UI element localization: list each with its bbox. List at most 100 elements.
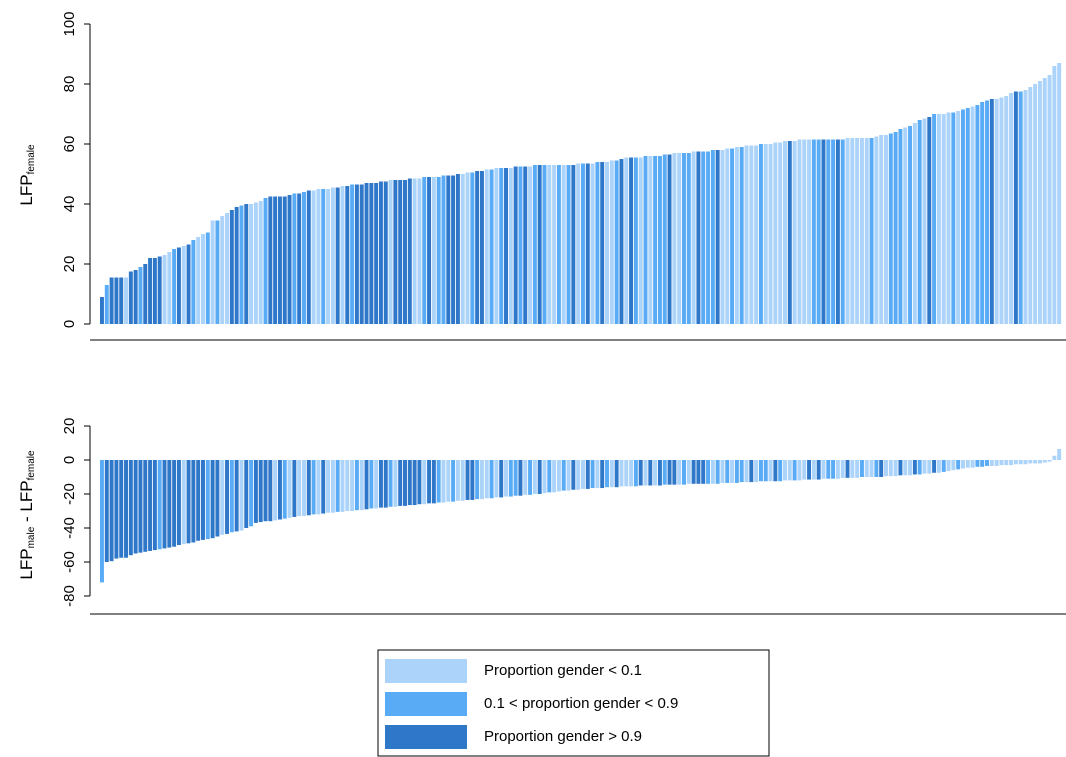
bar	[427, 177, 432, 324]
bar	[287, 195, 292, 324]
bar	[624, 460, 629, 487]
bar	[585, 163, 590, 324]
bar	[239, 205, 244, 324]
bar	[605, 460, 609, 488]
bar	[537, 460, 542, 494]
bar	[552, 460, 557, 493]
bar	[965, 108, 970, 324]
bar	[893, 132, 898, 324]
bar	[148, 460, 153, 551]
bar	[220, 460, 225, 535]
bar	[662, 154, 667, 324]
bar	[225, 213, 230, 324]
bar	[850, 138, 855, 324]
bar	[989, 99, 994, 324]
bar	[831, 460, 836, 479]
bar	[143, 264, 148, 324]
bar	[345, 460, 350, 511]
bar	[167, 460, 172, 548]
bar	[412, 178, 417, 324]
bar	[884, 135, 888, 324]
bar	[638, 157, 643, 324]
y-tick-label: -40	[61, 517, 78, 539]
bar	[460, 460, 465, 501]
bar	[196, 237, 201, 324]
bar	[1057, 448, 1062, 460]
bar	[672, 460, 677, 485]
y-axis-label-part: - LFP	[17, 480, 36, 526]
bar	[321, 460, 326, 514]
bar	[633, 460, 638, 487]
bar	[566, 165, 571, 324]
bar	[864, 460, 869, 477]
bar	[239, 460, 244, 531]
bar	[855, 138, 860, 324]
bar	[350, 460, 355, 511]
bar	[864, 138, 869, 324]
bar	[431, 460, 436, 504]
bar	[840, 460, 845, 478]
bar	[253, 202, 258, 324]
bar	[706, 151, 711, 324]
bar	[754, 460, 759, 483]
bar	[576, 460, 581, 490]
bar	[888, 133, 893, 324]
bar	[614, 460, 619, 488]
bar	[787, 460, 792, 481]
bar	[710, 150, 715, 324]
bar	[686, 153, 691, 324]
bar	[773, 460, 778, 482]
bar	[297, 460, 302, 517]
bar	[643, 460, 648, 486]
bar	[638, 460, 643, 486]
bar	[133, 270, 138, 324]
bar	[282, 460, 287, 519]
bar	[287, 460, 292, 518]
bar	[345, 186, 350, 324]
bar	[657, 156, 662, 324]
bar	[273, 460, 278, 521]
bar	[715, 460, 720, 484]
bar	[619, 460, 624, 487]
bar	[1028, 460, 1033, 464]
y-tick-label: 20	[61, 256, 78, 273]
bar	[1052, 66, 1057, 324]
bar	[1023, 460, 1028, 465]
bar	[326, 189, 331, 324]
bar	[970, 460, 975, 468]
bar	[682, 460, 686, 485]
bar	[1023, 90, 1028, 324]
bar	[960, 109, 965, 324]
bar	[951, 460, 956, 471]
bar	[528, 460, 533, 495]
bar	[566, 460, 571, 491]
legend-swatch	[385, 692, 467, 716]
legend-label: 0.1 < proportion gender < 0.9	[484, 695, 678, 712]
bar	[388, 180, 393, 324]
bar	[561, 460, 566, 491]
bar	[316, 189, 321, 324]
bar	[859, 460, 864, 477]
bar	[590, 163, 595, 324]
bar	[302, 460, 306, 517]
bar	[119, 277, 124, 324]
bar	[960, 460, 965, 469]
bar	[109, 277, 114, 324]
bar	[1013, 91, 1018, 324]
bar	[706, 460, 711, 484]
bar	[311, 190, 316, 324]
bar	[489, 169, 494, 324]
bar	[831, 139, 836, 324]
bar	[749, 460, 754, 483]
bar	[778, 142, 783, 324]
bar	[407, 460, 412, 506]
bar	[600, 162, 605, 324]
bar	[912, 460, 917, 475]
bar	[441, 460, 446, 503]
y-tick-label: 60	[61, 136, 78, 153]
bar	[542, 460, 547, 494]
bar	[662, 460, 667, 485]
bar	[768, 144, 773, 324]
bar	[797, 460, 802, 481]
bar	[176, 460, 181, 545]
